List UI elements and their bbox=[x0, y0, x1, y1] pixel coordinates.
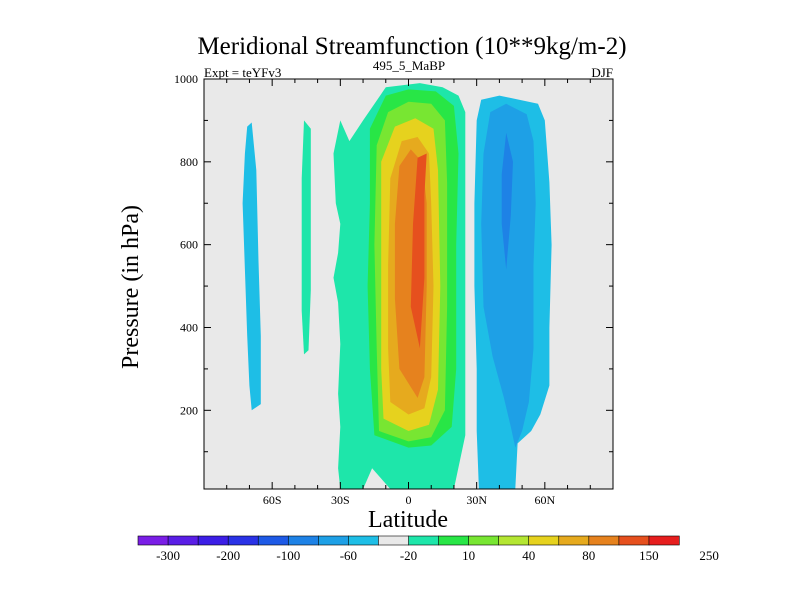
colorbar-swatch bbox=[528, 535, 560, 546]
colorbar-label: -60 bbox=[340, 548, 357, 563]
colorbar-swatch bbox=[318, 535, 349, 546]
colorbar-label: -300 bbox=[156, 548, 180, 563]
region-nh-negative-core bbox=[501, 132, 513, 270]
colorbar-swatch bbox=[558, 535, 590, 546]
colorbar-swatch bbox=[408, 535, 440, 546]
y-tick-label: 400 bbox=[180, 320, 198, 334]
region-tropical-cell-core bbox=[410, 153, 427, 349]
colorbar-swatch bbox=[197, 535, 229, 546]
colorbar-label: -200 bbox=[216, 548, 240, 563]
colorbar-swatch bbox=[468, 535, 500, 546]
colorbar-swatch bbox=[438, 535, 470, 546]
colorbar-label: 250 bbox=[699, 548, 719, 563]
y-tick-label: 1000 bbox=[174, 72, 198, 86]
x-axis-label: Latitude bbox=[368, 507, 448, 533]
colorbar-label: 10 bbox=[462, 548, 475, 563]
colorbar: -300 -200 -100 -60 -20 10 40 80 150 250 bbox=[137, 535, 719, 563]
x-tick-label: 60S bbox=[263, 493, 282, 507]
colorbar-swatch bbox=[137, 535, 169, 546]
region-nh-negative-inner bbox=[481, 103, 536, 448]
region-sh-high-lat-negative bbox=[242, 122, 261, 411]
colorbar-label: -100 bbox=[276, 548, 300, 563]
colorbar-swatch bbox=[498, 535, 530, 546]
colorbar-swatch bbox=[348, 535, 380, 546]
chart-title: Meridional Streamfunction (10**9kg/m-2) bbox=[197, 33, 626, 60]
colorbar-label: -20 bbox=[400, 548, 417, 563]
colorbar-swatch bbox=[378, 535, 410, 546]
y-axis-label: Pressure (in hPa) bbox=[118, 205, 144, 369]
x-tick-label: 30N bbox=[466, 493, 487, 507]
x-axis: 60S 30S 0 30N 60N bbox=[226, 79, 591, 507]
x-tick-label: 60N bbox=[534, 493, 555, 507]
contour-regions bbox=[242, 83, 552, 489]
colorbar-swatch bbox=[227, 535, 259, 546]
colorbar-swatch bbox=[618, 535, 650, 546]
y-axis: 200 400 600 800 1000 bbox=[174, 72, 613, 453]
colorbar-label: 150 bbox=[639, 548, 659, 563]
colorbar-swatch bbox=[167, 535, 199, 546]
colorbar-swatch bbox=[648, 535, 680, 546]
y-tick-label: 600 bbox=[180, 238, 198, 252]
colorbar-label: 80 bbox=[582, 548, 595, 563]
x-tick-label: 0 bbox=[406, 493, 412, 507]
colorbar-swatch bbox=[588, 535, 620, 546]
left-label: Expt = teYFv3 bbox=[204, 65, 281, 80]
colorbar-label: 40 bbox=[522, 548, 535, 563]
y-tick-label: 800 bbox=[180, 155, 198, 169]
region-sh-mid-lat-positive bbox=[301, 120, 311, 355]
colorbar-swatch bbox=[287, 535, 319, 546]
center-label: 495_5_MaBP bbox=[373, 58, 445, 73]
right-label: DJF bbox=[591, 65, 613, 80]
y-tick-label: 200 bbox=[180, 403, 198, 417]
x-tick-label: 30S bbox=[331, 493, 350, 507]
colorbar-swatch bbox=[257, 535, 289, 546]
